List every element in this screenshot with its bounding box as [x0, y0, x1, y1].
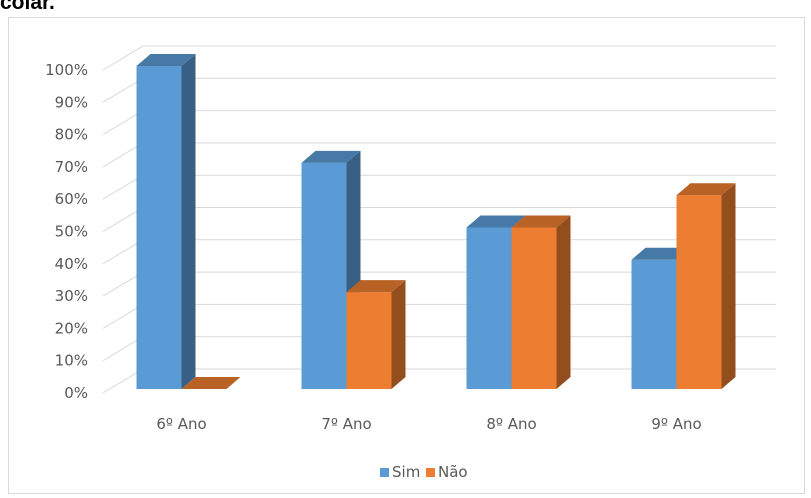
gridline	[102, 142, 776, 168]
bar-side	[181, 54, 196, 389]
bar-top	[676, 183, 736, 196]
gridline	[102, 207, 776, 232]
gridline	[102, 77, 776, 103]
y-tick-label: 80%	[55, 126, 88, 144]
bar-não-2	[346, 280, 406, 389]
bar-front	[136, 66, 182, 389]
y-tick-label: 40%	[55, 255, 88, 273]
bar-front	[511, 227, 557, 389]
gridline	[102, 45, 776, 71]
bar-front	[301, 162, 347, 389]
bar-side	[721, 183, 736, 389]
bar-top	[466, 215, 526, 228]
y-axis-ticks: 0% 10% 20% 30% 40% 50% 60% 70% 80% 90% 100%	[45, 61, 88, 402]
chart-heading-fragment: colar.	[0, 0, 55, 14]
legend-label-não: Não	[438, 463, 468, 481]
bar-não-1	[181, 377, 241, 389]
x-tick-label: 8º Ano	[486, 415, 536, 433]
y-tick-label: 90%	[55, 93, 88, 111]
bar-não-4	[676, 183, 736, 389]
legend: Sim Não	[380, 463, 468, 481]
y-tick-label: 10%	[55, 352, 88, 370]
bar-side	[556, 215, 571, 389]
bar-top	[511, 215, 571, 228]
bar-front	[346, 292, 392, 389]
y-tick-label: 70%	[55, 158, 88, 176]
x-axis-ticks: 6º Ano 7º Ano 8º Ano 9º Ano	[156, 415, 701, 433]
bar-top	[136, 54, 196, 66]
legend-label-sim: Sim	[392, 463, 420, 481]
x-tick-label: 6º Ano	[156, 415, 206, 433]
y-tick-label: 60%	[55, 190, 88, 208]
bar-sim-1	[136, 54, 196, 389]
bar-front	[676, 195, 722, 389]
bar-top	[181, 377, 241, 389]
bar-top	[631, 247, 691, 260]
y-tick-label: 30%	[55, 287, 88, 305]
y-tick-label: 100%	[45, 61, 88, 79]
legend-swatch-não	[426, 468, 435, 477]
y-tick-label: 0%	[64, 384, 88, 402]
bar-top	[346, 280, 406, 293]
x-tick-label: 9º Ano	[651, 415, 701, 433]
bar-front	[631, 259, 677, 389]
gridline	[102, 110, 776, 136]
legend-swatch-sim	[380, 468, 389, 477]
gridline	[102, 174, 776, 200]
bar-side	[391, 280, 406, 389]
bar-top	[301, 150, 361, 163]
bar-não-3	[511, 215, 571, 389]
bars	[136, 54, 736, 389]
y-tick-label: 20%	[55, 319, 88, 337]
x-tick-label: 7º Ano	[321, 415, 371, 433]
y-tick-label: 50%	[55, 223, 88, 241]
bar-front	[466, 227, 512, 389]
